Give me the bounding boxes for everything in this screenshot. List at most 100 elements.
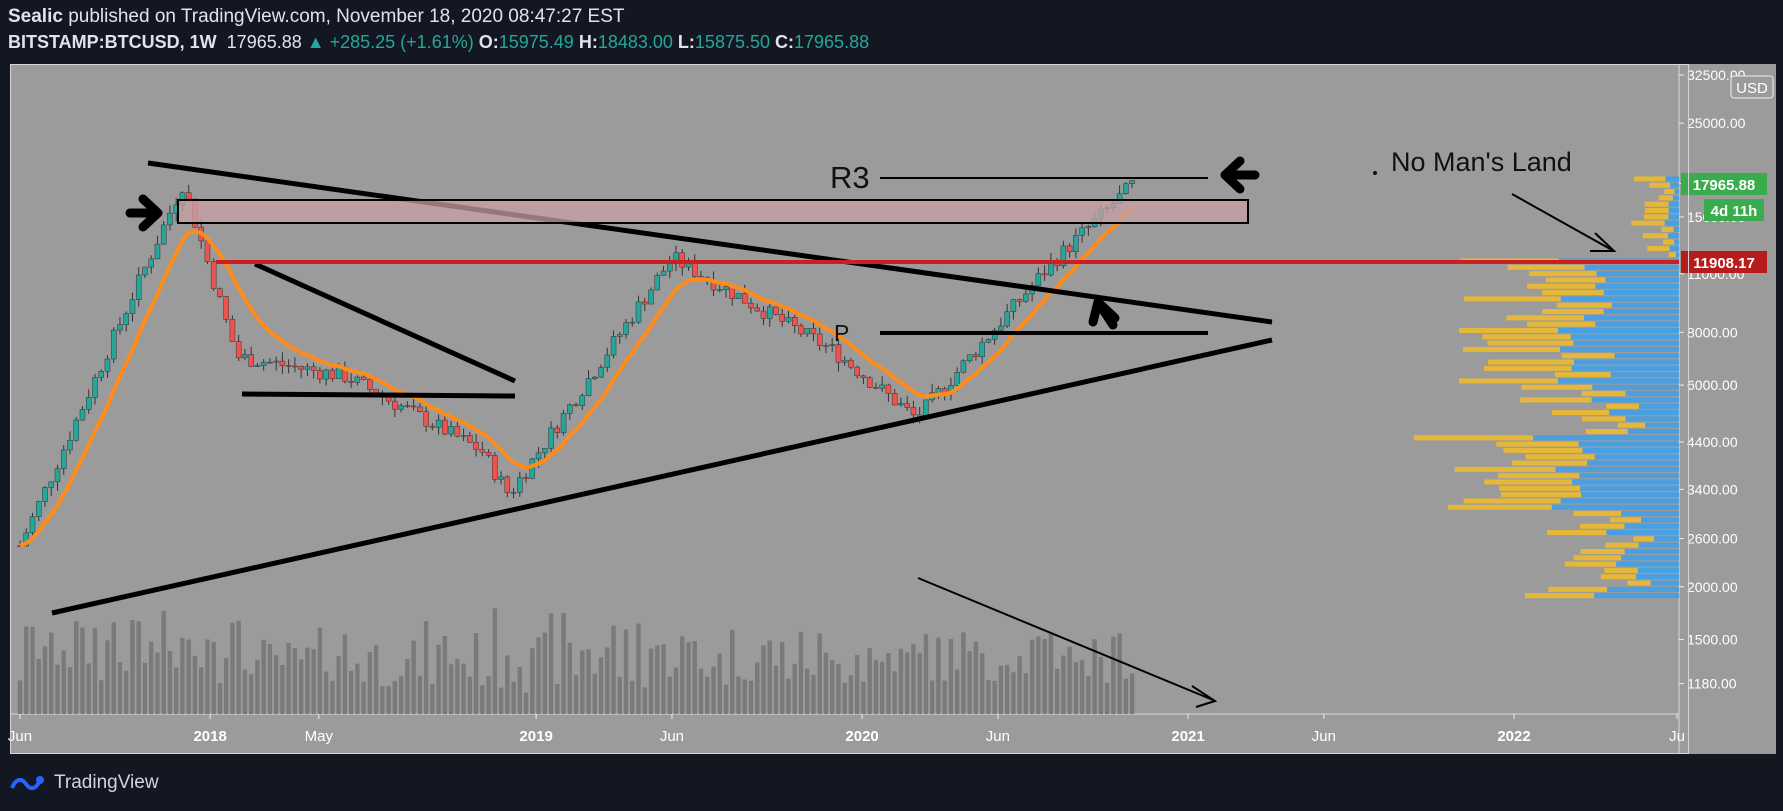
candle-body [910, 407, 917, 416]
volume-bar [730, 629, 735, 714]
currency-badge[interactable]: USD [1730, 75, 1774, 99]
r3-label: R3 [830, 160, 870, 195]
volume-bar [130, 620, 135, 714]
candle-body [829, 344, 835, 346]
support-level-marker[interactable]: 11908.17 [1681, 251, 1767, 273]
candle-body [635, 301, 642, 323]
triangle-base-line[interactable] [241, 391, 516, 399]
author-name[interactable]: Sealic [8, 6, 63, 27]
candle-body [1010, 299, 1017, 313]
lower-trendline[interactable] [51, 337, 1273, 616]
upper-trendline[interactable] [147, 160, 1273, 325]
volume-profile-bar [1499, 485, 1581, 491]
volume-bar [1079, 660, 1085, 714]
tradingview-brand[interactable]: TradingView [10, 772, 159, 794]
currency-label: USD [1736, 80, 1768, 97]
y-tick-label: 25000.00 [1687, 115, 1746, 131]
volume-bar [117, 661, 123, 714]
candle-body [542, 448, 548, 454]
volume-bar [1086, 676, 1091, 714]
volume-profile-bar [1560, 498, 1679, 504]
volume-bar [61, 650, 66, 714]
volume-bar [698, 668, 704, 714]
candle-body [473, 441, 479, 450]
volume-bar [305, 647, 310, 714]
volume-bar [161, 610, 166, 714]
volume-bar [186, 639, 191, 714]
triangle-top-line[interactable] [253, 261, 517, 384]
volume-trend-line[interactable] [917, 577, 1214, 701]
volume-profile-bar [1584, 264, 1679, 270]
volume-profile-bar [1663, 239, 1675, 245]
candle-body [404, 405, 411, 408]
candle-body [92, 377, 98, 398]
candle-body [167, 212, 173, 226]
candle-body [973, 354, 979, 357]
brand-label: TradingView [54, 772, 159, 793]
volume-profile-bar [1627, 580, 1651, 586]
volume-bar [542, 632, 548, 714]
candle-body [660, 270, 667, 276]
close-value: 17965.88 [794, 32, 870, 52]
volume-bar [992, 680, 997, 714]
volume-bar [936, 637, 941, 714]
volume-bar [692, 641, 697, 714]
volume-bar [961, 632, 966, 714]
x-tick-label: 2021 [1171, 728, 1204, 745]
time-axis-background[interactable] [10, 714, 1679, 754]
candle-body [554, 427, 561, 433]
volume-bar [573, 675, 579, 714]
candle-body [617, 334, 623, 337]
volume-bar [417, 675, 423, 714]
volume-profile-bar [1548, 586, 1608, 592]
candle-body [841, 359, 848, 363]
volume-profile-bar [1560, 346, 1679, 352]
candle-body [823, 345, 829, 347]
volume-profile-bar [1611, 302, 1679, 308]
candle-body [423, 411, 429, 427]
publish-info: published on TradingView.com, November 1… [68, 6, 625, 27]
volume-profile-bar [1668, 252, 1676, 258]
volume-bar [705, 676, 710, 714]
volume-bar [605, 647, 610, 714]
candle-body [585, 378, 592, 396]
volume-bar [636, 623, 641, 714]
volume-bar [255, 659, 260, 714]
candle-body [242, 354, 248, 359]
symbol-label[interactable]: BITSTAMP:BTCUSD, 1W [8, 32, 217, 52]
volume-bar [373, 644, 379, 714]
candle-body [648, 289, 654, 305]
volume-bar [24, 626, 29, 714]
volume-bar [748, 680, 754, 714]
volume-profile-bar [1527, 321, 1596, 327]
candle-body [435, 419, 442, 428]
candle-body [723, 286, 729, 290]
resistance-zone[interactable] [177, 199, 1249, 224]
volume-bar [530, 648, 535, 714]
candle-body [804, 328, 810, 335]
arrow-left-icon [1220, 156, 1260, 194]
candle-body [98, 371, 104, 378]
candle-body [42, 487, 48, 502]
price-axis-background[interactable] [1679, 64, 1776, 754]
volume-profile-bar [1573, 555, 1622, 561]
volume-bar [286, 643, 291, 714]
candle-body [866, 377, 873, 388]
candle-body [29, 516, 36, 534]
volume-profile-bar [1573, 340, 1679, 346]
last-price-marker[interactable]: 17965.88 [1681, 173, 1767, 195]
volume-bar [780, 642, 785, 714]
candle-body [810, 328, 817, 335]
volume-bar [173, 667, 179, 714]
volume-profile-bar [1413, 435, 1534, 441]
no-mans-land-arrow[interactable] [1511, 193, 1613, 251]
volume-bar [854, 655, 860, 714]
no-mans-land-label: No Man's Land [1391, 147, 1572, 177]
candle-body [298, 366, 304, 370]
volume-profile-bar [1606, 530, 1679, 536]
arrow-up-icon [1088, 297, 1120, 330]
volume-bar [236, 620, 241, 714]
candle-body [348, 381, 354, 383]
volume-bar [267, 644, 273, 714]
